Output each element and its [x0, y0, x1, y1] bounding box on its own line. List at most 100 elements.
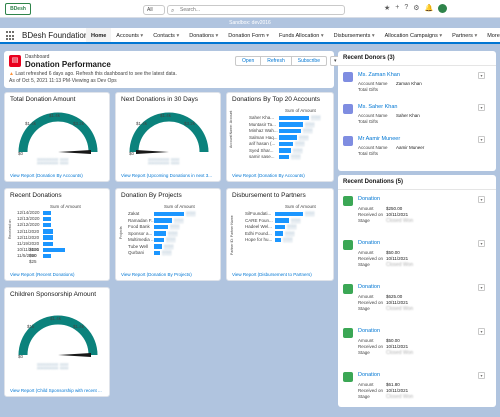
field-value: 10/11/2021 — [386, 344, 409, 349]
bar[interactable] — [154, 218, 172, 223]
donor-name[interactable]: Ms. Saher Khan — [358, 104, 398, 110]
view-report-link[interactable]: View Report (Donation By Projects) — [121, 272, 192, 277]
add-icon[interactable]: + — [395, 4, 400, 11]
chevron-down-icon[interactable]: ▾ — [437, 33, 443, 39]
bar-label: Multimedia ... — [128, 237, 155, 242]
bar[interactable] — [154, 211, 184, 216]
bar-label: Salman Haq... — [249, 134, 278, 140]
row-actions-button[interactable]: ▾ — [478, 372, 485, 379]
bar-label: Food Bank — [128, 224, 150, 229]
donor-name[interactable]: Ms. Zaman Khan — [358, 72, 400, 78]
view-report-link[interactable]: View Report (Child Sponsorship with rece… — [10, 388, 102, 393]
tab-funds-allocation[interactable]: Funds Allocation ▾ — [278, 33, 324, 39]
bar[interactable] — [275, 224, 285, 229]
tab-partners[interactable]: Partners ▾ — [452, 33, 478, 39]
gear-icon[interactable]: ⚙ — [413, 5, 420, 12]
row-actions-button[interactable]: ▾ — [478, 72, 485, 79]
donation-link[interactable]: Donation — [358, 240, 381, 246]
card-title: Children Sponsorship Amount — [10, 291, 96, 298]
favorites-icon[interactable]: ★ — [384, 5, 391, 12]
top20-accounts-card: Donations By Top 20 Accounts Sum of Amou… — [226, 92, 334, 182]
bar[interactable] — [279, 122, 303, 127]
bar[interactable] — [279, 141, 293, 146]
bar[interactable] — [154, 231, 166, 236]
open-button[interactable]: Open — [235, 56, 262, 66]
view-report-link[interactable]: View Report (Recent Donations) — [10, 272, 75, 277]
row-actions-button[interactable]: ▾ — [478, 196, 485, 203]
bar[interactable] — [279, 128, 301, 133]
donation-item: Donation ▾ Amount $250.00 Received on 10/11/2… — [343, 196, 491, 234]
bar[interactable] — [154, 244, 162, 249]
bar[interactable] — [43, 216, 51, 222]
chevron-down-icon[interactable]: ▾ — [214, 33, 219, 39]
donor-name[interactable]: Mr Aamir Muneer — [358, 136, 401, 142]
row-actions-button[interactable]: ▾ — [478, 136, 485, 143]
bar[interactable] — [275, 231, 283, 236]
tab-accounts[interactable]: Accounts ▾ — [116, 33, 144, 39]
donation-link[interactable]: Donation — [358, 196, 381, 202]
row-actions-button[interactable]: ▾ — [478, 104, 485, 111]
donation-link[interactable]: Donation — [358, 328, 381, 334]
total-gifts-field: Total Gifts — [358, 119, 378, 124]
tab-home[interactable]: Home — [86, 28, 112, 44]
tab-contacts[interactable]: Contacts ▾ — [153, 33, 180, 39]
tab-donation-form[interactable]: Donation Form ▾ — [228, 33, 269, 39]
view-report-link[interactable]: View Report (Disbursement to Partners) — [232, 272, 312, 277]
app-nav-bar: BDesh Foundation Home Accounts ▾ Contacts … — [0, 28, 500, 44]
tab-disbursements[interactable]: Disbursements ▾ — [333, 33, 375, 39]
row-actions-button[interactable]: ▾ — [478, 328, 485, 335]
bar[interactable] — [279, 135, 297, 140]
bar[interactable] — [154, 224, 168, 229]
tab-more[interactable]: More ▾ — [482, 28, 500, 44]
chevron-down-icon[interactable]: ▾ — [472, 33, 478, 39]
bar[interactable] — [43, 222, 51, 228]
bar[interactable] — [43, 253, 51, 259]
field-value: 10/11/2021 — [386, 212, 409, 217]
donation-item: Donation ▾ Amount $50.00 Received on 10/11/20… — [343, 240, 491, 278]
bar[interactable] — [275, 237, 281, 242]
donation-link[interactable]: Donation — [358, 284, 381, 290]
bar[interactable] — [43, 210, 51, 215]
subscribe-button[interactable]: Subscribe — [291, 56, 327, 66]
app-launcher-icon[interactable] — [6, 31, 16, 41]
dashboard-subtitle: Dashboard — [25, 54, 50, 60]
chevron-down-icon[interactable]: ▾ — [174, 33, 180, 39]
search-scope-select[interactable]: All — [143, 5, 165, 15]
bar[interactable] — [275, 211, 303, 216]
view-report-link[interactable]: View Report (Upcoming Donations in next … — [121, 173, 212, 178]
bar-value-redacted: ▒▒▒ — [164, 243, 174, 249]
view-report-link[interactable]: View Report (Donation By Accounts) — [10, 173, 83, 178]
view-report-link[interactable]: View Report (Donation By Accounts) — [232, 173, 305, 178]
dashboard-title: Donation Performance — [25, 60, 111, 69]
bar[interactable] — [279, 154, 289, 159]
chevron-down-icon[interactable]: ▾ — [319, 33, 324, 39]
row-actions-button[interactable]: ▾ — [478, 240, 485, 247]
card-title: Disbursement to Partners — [232, 192, 306, 199]
bar[interactable] — [275, 218, 289, 223]
chevron-down-icon[interactable]: ▾ — [138, 33, 144, 39]
tab-donations[interactable]: Donations ▾ — [189, 33, 219, 39]
bar[interactable] — [154, 237, 164, 242]
refresh-button[interactable]: Refresh — [261, 56, 292, 66]
bar[interactable] — [43, 247, 65, 253]
bar-label: Sponsor a... — [128, 230, 153, 236]
row-actions-button[interactable]: ▾ — [478, 284, 485, 291]
bar[interactable] — [154, 250, 160, 255]
bar[interactable] — [43, 229, 53, 234]
chevron-down-icon[interactable]: ▾ — [264, 33, 269, 39]
org-logo[interactable]: BDesh — [5, 3, 31, 15]
donation-link[interactable]: Donation — [358, 372, 381, 378]
bar[interactable] — [279, 115, 309, 120]
bell-icon[interactable]: 🔔 — [424, 5, 434, 12]
avatar[interactable] — [438, 4, 448, 13]
gauge-value-redacted: ▒▒▒▒▒ ▒▒ — [37, 159, 69, 165]
field-label: Received on — [358, 344, 384, 349]
global-search-input[interactable]: ⌕ Search... — [167, 5, 345, 15]
received-field: Received on 10/11/2021 — [358, 388, 408, 393]
bar[interactable] — [279, 148, 291, 153]
bar[interactable] — [43, 241, 53, 246]
chevron-down-icon[interactable]: ▾ — [370, 33, 375, 39]
help-icon[interactable]: ? — [404, 4, 409, 11]
tab-allocation-campaigns[interactable]: Allocation Campaigns ▾ — [384, 33, 443, 39]
bar[interactable] — [43, 235, 53, 240]
